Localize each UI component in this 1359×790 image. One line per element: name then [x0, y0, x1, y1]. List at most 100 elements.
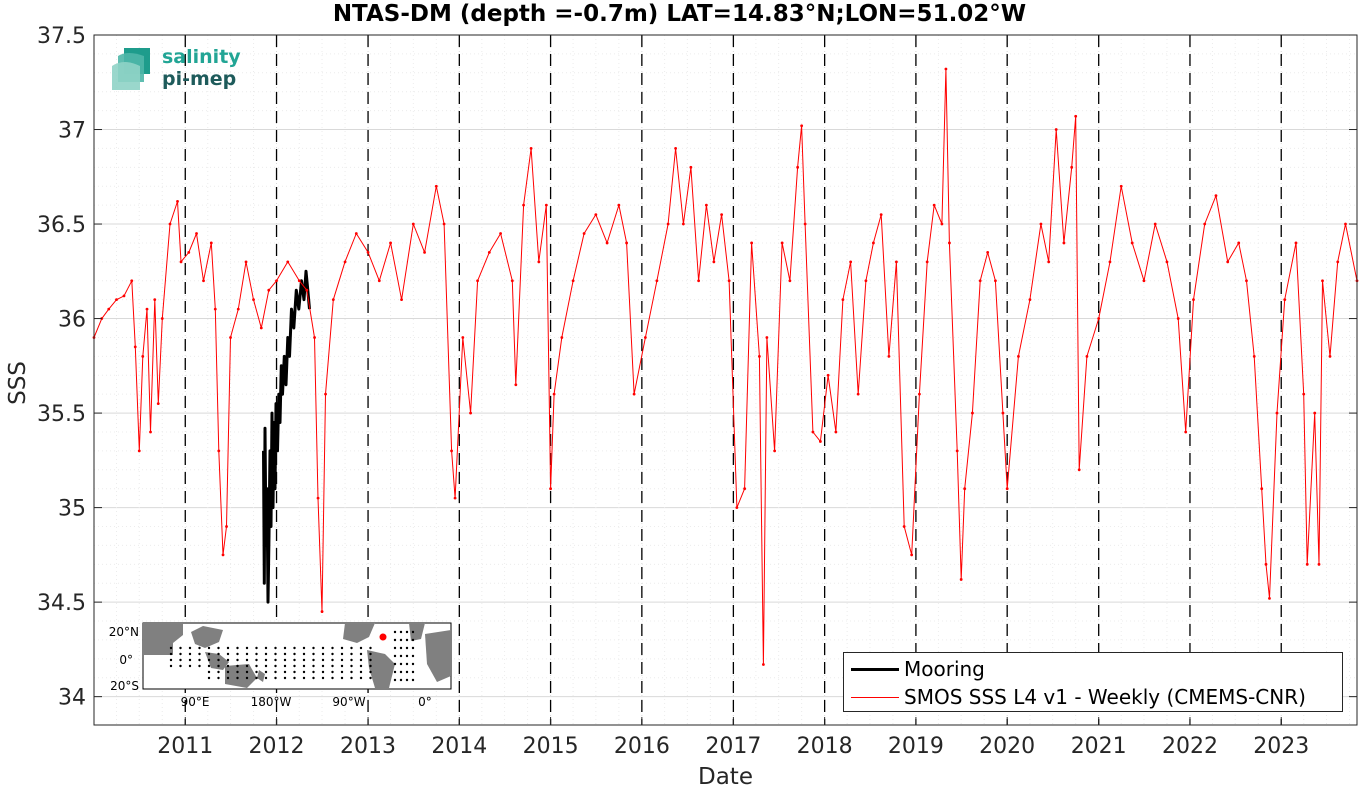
smos-point [1305, 562, 1309, 566]
inset-lon-90e: 90°E [181, 695, 210, 709]
mooring-dot [399, 662, 403, 666]
mooring-dot [331, 664, 334, 668]
logo-line1: salinity [162, 46, 241, 68]
mooring-dot [399, 670, 403, 674]
mooring-dot [393, 670, 397, 674]
legend-swatch-smos [851, 697, 899, 698]
mooring-dot [399, 630, 403, 634]
mooring-dot [226, 676, 230, 680]
year-boundary-lines [184, 35, 1282, 725]
smos-point [986, 250, 990, 254]
smos-point [788, 279, 792, 283]
smos-point [160, 317, 164, 320]
smos-point [389, 241, 392, 245]
inset-lat-20n: 20°N [109, 625, 139, 639]
y-tick-label: 35 [58, 497, 86, 522]
smos-point [1054, 128, 1058, 131]
series-line-mooring [262, 269, 311, 604]
x-tick-label: 2016 [614, 734, 670, 759]
smos-point [655, 279, 659, 283]
mooring-dot [302, 646, 306, 650]
y-tick-label: 36 [58, 308, 86, 333]
y-axis-label: SSS [5, 361, 31, 405]
mooring-dot [274, 658, 277, 662]
smos-point [895, 260, 898, 264]
mooring-dot [302, 652, 306, 656]
mooring-dot [207, 670, 211, 674]
smos-point [305, 288, 309, 292]
legend-item-mooring: Mooring [844, 656, 1342, 682]
smos-point [834, 430, 838, 434]
inset-map: 20°N 0° 20°S 90°E 180°W 90°W 0° [95, 622, 455, 722]
mooring-dot [169, 652, 173, 656]
smos-point [971, 411, 974, 415]
mooring-dot [340, 646, 344, 650]
smos-point [552, 392, 556, 396]
smos-point [1005, 487, 1009, 491]
mooring-dot [217, 676, 220, 680]
x-tick-label: 2023 [1253, 734, 1309, 759]
mooring-dot [411, 662, 415, 666]
mooring-dot [198, 658, 201, 662]
smos-point [461, 336, 465, 339]
smos-point [773, 449, 777, 453]
smos-point [187, 250, 191, 254]
smos-point [316, 496, 320, 500]
smos-point [1226, 260, 1230, 264]
mooring-dot [255, 652, 258, 656]
smos-point [313, 336, 316, 339]
mooring-dot [312, 676, 315, 680]
mooring-array-dots [169, 630, 415, 682]
mooring-dot [331, 658, 334, 662]
y-tick-label: 34.5 [37, 591, 86, 616]
mooring-dot [226, 658, 230, 662]
smos-point [1268, 596, 1271, 600]
smos-point [286, 260, 290, 264]
mooring-dot [340, 652, 344, 656]
smos-point [476, 279, 479, 283]
smos-point [267, 288, 271, 292]
x-tick-label: 2012 [249, 734, 305, 759]
smos-point [704, 203, 708, 207]
mooring-dot [321, 670, 325, 674]
mooring-dot [207, 676, 211, 680]
mooring-dot [369, 670, 372, 674]
smos-point [674, 147, 678, 150]
mooring-dot [217, 652, 220, 656]
mooring-dot [264, 658, 268, 662]
mooring-dot [283, 646, 287, 650]
smos-point [1321, 279, 1324, 283]
smos-point [887, 354, 891, 358]
chart-title: NTAS-DM (depth =-0.7m) LAT=14.83°N;LON=5… [332, 1, 1027, 27]
ntas-marker [379, 633, 387, 641]
smos-point [796, 165, 800, 169]
mooring-dot [283, 676, 287, 680]
x-tick-label: 2015 [523, 734, 579, 759]
smos-point [343, 260, 347, 264]
mooring-dot [340, 658, 344, 662]
smos-point [331, 298, 335, 302]
mooring-dot [369, 646, 372, 650]
mooring-dot [350, 664, 353, 668]
smos-point [1074, 114, 1078, 118]
smos-point [1176, 317, 1180, 320]
smos-point [1237, 241, 1241, 245]
smos-point [324, 392, 327, 396]
smos-point [594, 213, 598, 216]
smos-point [1192, 298, 1195, 302]
smos-point [918, 392, 921, 396]
smos-point [735, 506, 739, 510]
smos-point [902, 525, 906, 528]
mooring-dot [340, 664, 344, 668]
mooring-dot [312, 664, 315, 668]
mooring-dot [405, 638, 409, 642]
x-axis-label: Date [698, 764, 753, 790]
mooring-dot [255, 658, 258, 662]
smos-point [1165, 260, 1169, 264]
smos-point [1119, 184, 1123, 188]
smos-point [757, 354, 761, 358]
salinity-pimep-logo: salinity pi-mep [110, 44, 270, 96]
smos-point [826, 373, 830, 377]
smos-point [571, 279, 575, 283]
